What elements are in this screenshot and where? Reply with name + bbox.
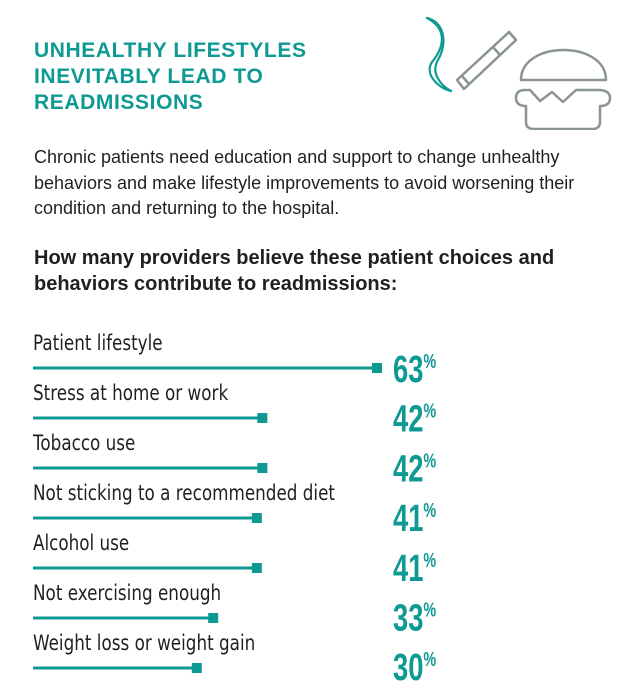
value-number: 30 <box>393 647 423 689</box>
intro-paragraph: Chronic patients need education and supp… <box>34 147 575 218</box>
lifestyle-icons <box>425 16 612 130</box>
cigarette-icon <box>455 30 518 91</box>
bar-label: Stress at home or work <box>33 381 228 405</box>
bar-end-marker <box>251 563 262 573</box>
bar-end-marker <box>257 413 268 423</box>
value-number: 41 <box>393 498 423 540</box>
percent-sign: % <box>423 598 436 621</box>
percent-sign: % <box>423 399 436 422</box>
value-number: 33 <box>393 597 423 639</box>
bar-chart: Patient lifestyle 63% Stress at home or wo… <box>32 331 437 689</box>
bar-end-marker <box>372 363 382 373</box>
value-label: 42% <box>393 448 437 490</box>
percent-sign: % <box>423 648 436 671</box>
bar-label: Not exercising enough <box>33 581 221 605</box>
bar-label: Weight loss or weight gain <box>33 631 255 655</box>
bar-label: Patient lifestyle <box>33 331 163 355</box>
value-label: 42% <box>393 398 437 440</box>
bar-label: Alcohol use <box>33 531 129 555</box>
bar-end-marker <box>251 513 262 523</box>
bar-label: Tobacco use <box>32 431 135 455</box>
page-title: UNHEALTHY LIFESTYLES INEVITABLY LEAD TO … <box>34 38 307 116</box>
value-number: 42 <box>393 398 423 440</box>
percent-sign: % <box>423 350 436 373</box>
bar-end-marker <box>257 463 268 473</box>
bar-end-marker <box>208 613 219 623</box>
title-line-3: READMISSIONS <box>34 91 204 114</box>
title-line-1: UNHEALTHY LIFESTYLES <box>34 39 307 62</box>
chart-question: How many providers believe these patient… <box>34 247 555 295</box>
value-label: 63% <box>393 349 437 391</box>
title-line-2: INEVITABLY LEAD TO <box>34 65 264 88</box>
bar-end-marker <box>191 663 202 673</box>
percent-sign: % <box>423 548 436 571</box>
value-label: 41% <box>393 498 437 540</box>
smoke-icon <box>425 16 453 93</box>
bar-label: Not sticking to a recommended diet <box>33 481 335 505</box>
value-number: 63 <box>393 349 423 391</box>
value-number: 41 <box>393 548 423 590</box>
value-label: 41% <box>393 548 437 590</box>
percent-sign: % <box>423 499 436 522</box>
value-number: 42 <box>393 448 423 490</box>
value-label: 30% <box>393 647 437 689</box>
percent-sign: % <box>423 449 436 472</box>
value-label: 33% <box>393 597 437 639</box>
burger-icon <box>514 48 612 130</box>
